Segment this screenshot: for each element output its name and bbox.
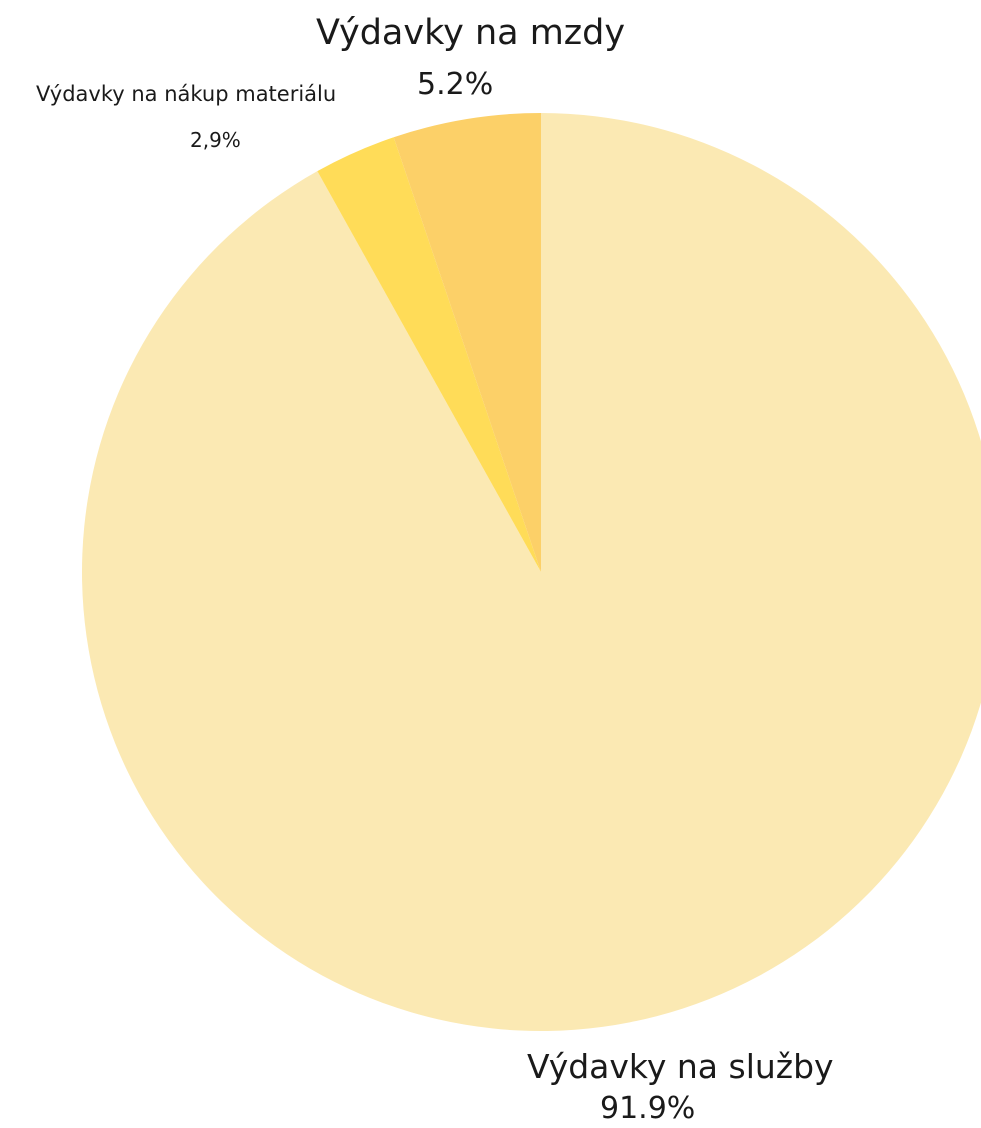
slice-value-sluzby: 91.9% — [600, 1091, 696, 1126]
slice-label-mzdy: Výdavky na mzdy — [316, 13, 626, 53]
slice-value-mzdy: 5.2% — [417, 67, 494, 102]
pie-slice-material — [317, 137, 541, 572]
slice-value-material: 2,9% — [190, 128, 241, 152]
slice-label-material: Výdavky na nákup materiálu — [36, 82, 337, 106]
pie-slice-sluzby — [82, 113, 981, 1031]
slice-label-sluzby: Výdavky na služby — [527, 1047, 834, 1086]
pie-slice-mzdy — [393, 113, 541, 572]
pie-slices — [82, 113, 981, 1031]
